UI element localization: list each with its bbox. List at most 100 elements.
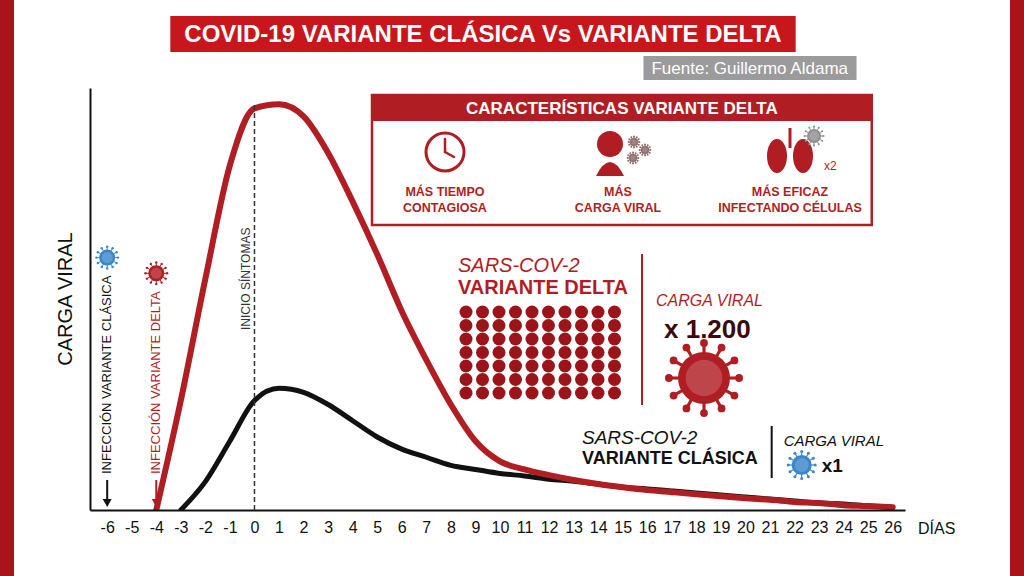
dot [509,346,522,359]
dot [592,346,605,359]
virus-spike-tip [807,475,810,478]
virus-shade [642,147,648,153]
x-tick: 26 [884,510,902,536]
dot [542,360,555,373]
x-tick-label: -1 [223,519,237,536]
dot [575,360,588,373]
dot [460,373,473,386]
x-tick-label: 0 [251,519,260,536]
dot [575,319,588,332]
virus-spike-tip [718,404,726,412]
x-tick-label: 26 [884,519,902,536]
panel-title: CARACTERÍSTICAS VARIANTE DELTA [466,99,778,118]
virus-spike-tip [637,157,639,159]
panel-badge: x2 [824,159,837,173]
virus-spike-tip [164,267,166,269]
chart-svg: COVID-19 VARIANTE CLÁSICA Vs VARIANTE DE… [0,0,1024,576]
y-axis [90,89,91,511]
virus-spike-tip [718,344,726,352]
dot [493,360,506,373]
x-tick-label: 4 [349,519,358,536]
dot [526,333,539,346]
annotation: INFECCIÓN VARIANTE CLÁSICA [95,246,119,507]
annotation-virus-icon [95,246,119,270]
panel: CARACTERÍSTICAS VARIANTE DELTAMÁS TIEMPO… [372,95,872,225]
virus-spike-tip [155,283,157,285]
virus-spike-tip [144,272,146,274]
series-prefix: SARS-COV-2 [458,254,580,276]
virus-body [148,265,164,281]
dot [592,333,605,346]
virus-spike-tip [97,251,99,253]
load-label: CARGA VIRAL [656,292,763,309]
dot-grid [460,306,622,400]
chart-container: COVID-19 VARIANTE CLÁSICA Vs VARIANTE DE… [0,0,1024,576]
virus-spike-tip [636,136,638,138]
x-tick-label: 17 [663,519,681,536]
x-tick-label: -3 [174,519,188,536]
virus-spike-tip [641,144,643,146]
subtitle: Fuente: Guillermo Aldama [651,59,848,78]
virus-spike-tip [822,135,824,137]
virus-spike-tip [649,146,651,148]
virus-spike-tip [730,392,738,400]
head-icon [597,131,623,157]
x-tick-label: -5 [125,519,139,536]
dot [460,387,473,400]
virus-spike-tip [813,126,815,128]
x-tick-label: 15 [614,519,632,536]
dot [460,306,473,319]
virus-spike-tip [821,140,823,142]
virus-spike-tip [106,267,108,269]
virus-spike-tip [628,141,630,143]
virus-spike-tip [793,452,796,455]
panel-box [372,95,872,225]
x-tick-label: 22 [786,519,804,536]
virus-spike-tip [670,357,678,365]
dot [592,373,605,386]
x-tick: 23 [811,510,829,536]
virus-spike-tip [639,146,641,148]
dot [592,360,605,373]
x-tick: 4 [349,510,358,536]
dot [559,333,572,346]
x-tick-label: 16 [639,519,657,536]
subtitle-box [643,56,856,80]
virus-spike-tip [117,256,119,258]
dot [476,373,489,386]
virus-spike-tip [670,392,678,400]
virus-spike-tip [95,256,97,258]
dot [608,346,621,359]
dot [493,306,506,319]
virus-spike-tip [146,277,148,279]
dot [460,346,473,359]
x-tick: 25 [860,510,878,536]
x-tick: 17 [663,510,681,536]
virus-spike-tip [639,152,641,154]
annotation: INICIO SÍNTOMAS [238,102,254,510]
x-tick-label: 25 [860,519,878,536]
dot [509,319,522,332]
dot [542,387,555,400]
virus-spike-tip [628,138,630,140]
x-tick-label: 23 [811,519,829,536]
series-name: VARIANTE CLÁSICA [582,447,758,468]
frame-right [1010,0,1024,576]
x-tick-label: 13 [565,519,583,536]
dot [559,387,572,400]
load-label: CARGA VIRAL [784,432,884,449]
x-axis: -6-5-4-3-2-10123456789101112131415161718… [91,510,906,536]
x-tick: 10 [492,510,510,536]
annotation-line [106,480,108,502]
annotation: INFECCIÓN VARIANTE DELTA [144,261,168,507]
x-tick: -2 [199,510,213,536]
virus-spike-tip [730,357,738,365]
virus-spike-tip [627,160,629,162]
dot [542,306,555,319]
virus-spike-tip [632,162,634,164]
virus-body [678,352,730,404]
x-tick: 1 [275,510,284,536]
dot [509,333,522,346]
x-tick-label: -4 [150,519,164,536]
x-tick-label: 21 [762,519,780,536]
